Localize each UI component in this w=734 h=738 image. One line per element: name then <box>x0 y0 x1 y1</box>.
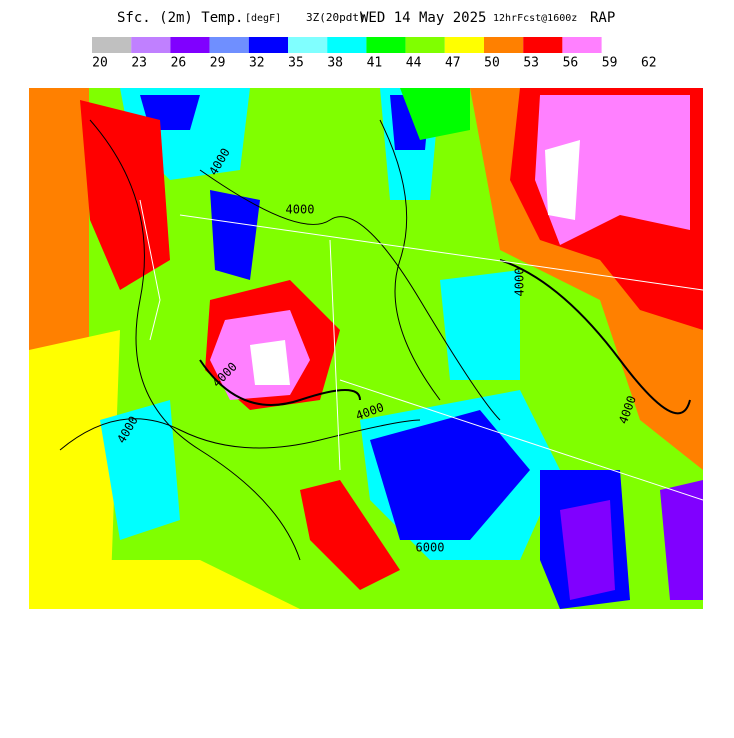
title-part: RAP <box>590 10 615 26</box>
color-swatch <box>484 37 524 53</box>
colorbar-label: 38 <box>327 56 343 71</box>
borders <box>139 199 703 501</box>
title-part: Sfc. (2m) Temp. <box>117 10 243 26</box>
colorbar-label: 47 <box>445 56 461 71</box>
title-part: [degF] <box>245 13 281 24</box>
colorbar-label: 53 <box>523 56 539 71</box>
colorbar-label: 50 <box>484 56 500 71</box>
colorbar-label: 35 <box>288 56 304 71</box>
title: Sfc. (2m) Temp. [degF] 3Z(20pdt)WED 14 May… <box>117 10 615 26</box>
colorbar-label: 29 <box>210 56 226 71</box>
color-swatch <box>444 37 484 53</box>
colorbar-label: 44 <box>406 56 422 71</box>
color-swatch <box>366 37 406 53</box>
title-part: 3Z(20pdt) <box>306 11 366 24</box>
color-swatch <box>288 37 328 53</box>
color-swatch <box>209 37 249 53</box>
contour-label: 6000 <box>416 541 445 555</box>
colorbar-label: 62 <box>641 56 657 71</box>
colorbar-label: 20 <box>92 56 108 71</box>
color-swatch <box>327 37 367 53</box>
colorbar-label: 26 <box>171 56 187 71</box>
contour-label: 4000 <box>286 203 315 217</box>
title-part: WED 14 May 2025 <box>360 10 486 26</box>
contours <box>59 119 691 561</box>
color-swatch <box>131 37 171 53</box>
color-swatch <box>405 37 445 53</box>
colorbar-label: 23 <box>131 56 147 71</box>
colorbar-label: 56 <box>563 56 579 71</box>
contour-label: 4000 <box>513 268 527 297</box>
color-swatch <box>92 37 132 53</box>
color-swatch <box>562 37 602 53</box>
colorbar: 20 23 26 29 32 35 38 41 44 47 50 53 56 59 62 <box>92 37 657 71</box>
colorbar-label: 32 <box>249 56 265 71</box>
colorbar-label: 59 <box>602 56 618 71</box>
title-part: 12hrFcst@1600z <box>493 13 577 24</box>
color-swatch <box>170 37 210 53</box>
colorbar-label: 41 <box>367 56 383 71</box>
color-swatch <box>523 37 563 53</box>
color-swatch <box>248 37 288 53</box>
